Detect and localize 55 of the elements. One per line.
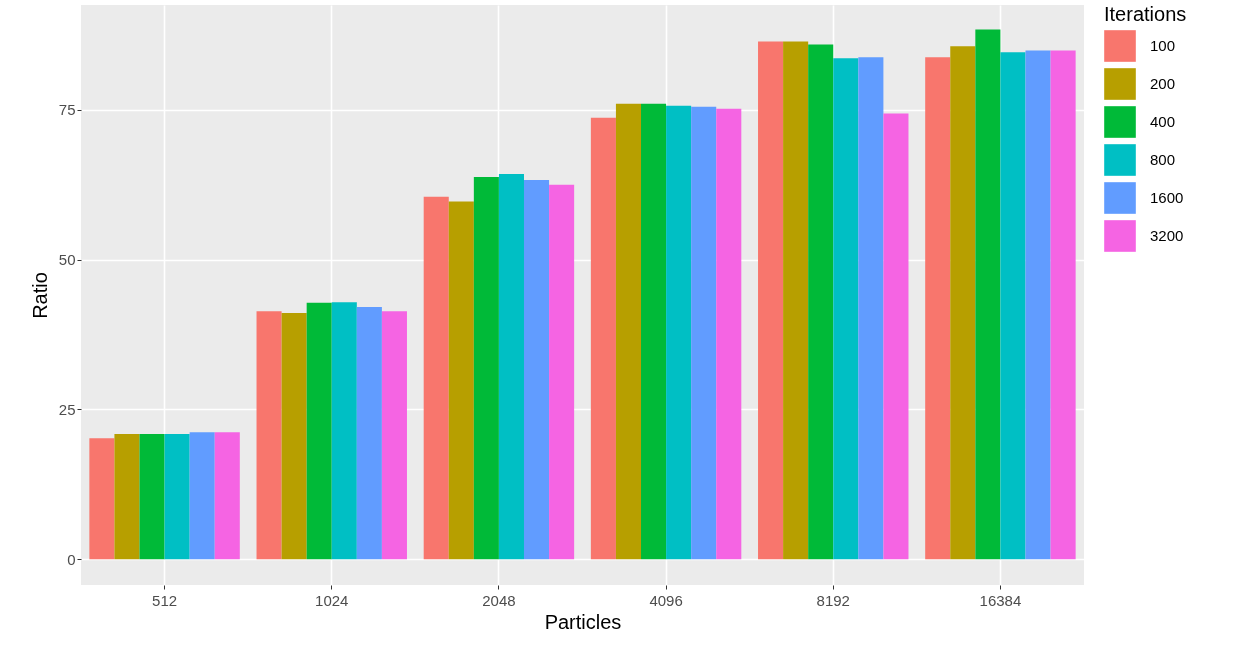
bar <box>1000 52 1026 560</box>
bar <box>164 434 190 560</box>
bar <box>549 184 575 560</box>
bar <box>1025 50 1051 560</box>
bar <box>331 302 357 560</box>
legend-label: 400 <box>1150 113 1176 130</box>
legend-label: 800 <box>1150 151 1176 168</box>
bar <box>691 106 717 560</box>
legend-label: 3200 <box>1150 227 1184 244</box>
bar <box>808 44 834 560</box>
bar <box>883 113 909 560</box>
bar <box>381 311 407 560</box>
bar <box>590 117 616 560</box>
bar <box>666 105 692 560</box>
bar <box>448 201 474 560</box>
bar <box>281 312 307 560</box>
legend-label: 1600 <box>1150 189 1184 206</box>
bar <box>473 176 499 560</box>
bar <box>189 432 215 560</box>
x-tick-label: 2048 <box>482 591 516 609</box>
x-axis-title: Particles <box>544 610 622 633</box>
bar <box>306 302 332 560</box>
y-tick-label: 25 <box>58 400 76 418</box>
bar <box>858 57 884 560</box>
bar <box>615 103 642 560</box>
bar <box>523 179 550 560</box>
x-tick-label: 8192 <box>816 591 850 609</box>
y-axis-title: Ratio <box>28 272 51 319</box>
bar <box>716 108 742 560</box>
bar <box>89 438 115 560</box>
bar <box>139 434 165 560</box>
bar <box>925 57 951 560</box>
x-tick-label: 512 <box>152 591 178 609</box>
bar <box>758 41 784 560</box>
y-tick-label: 0 <box>67 550 76 568</box>
bar <box>783 41 809 560</box>
bar <box>1050 50 1076 560</box>
y-tick-label: 75 <box>58 101 76 119</box>
x-tick-label: 1024 <box>315 591 349 609</box>
bar <box>256 311 282 560</box>
legend-label: 200 <box>1150 75 1176 92</box>
legend-title: Iterations <box>1104 3 1187 25</box>
bar <box>114 434 140 560</box>
y-tick-label: 50 <box>58 251 76 269</box>
bar <box>950 46 976 560</box>
bar <box>214 432 240 560</box>
x-tick-label: 4096 <box>649 591 683 609</box>
bar <box>641 103 667 560</box>
bar <box>833 58 859 560</box>
bar <box>356 306 382 560</box>
bar <box>498 173 524 560</box>
bar <box>423 196 449 560</box>
bar <box>975 29 1001 560</box>
x-tick-label: 16384 <box>979 591 1022 609</box>
legend-label: 100 <box>1150 37 1176 54</box>
